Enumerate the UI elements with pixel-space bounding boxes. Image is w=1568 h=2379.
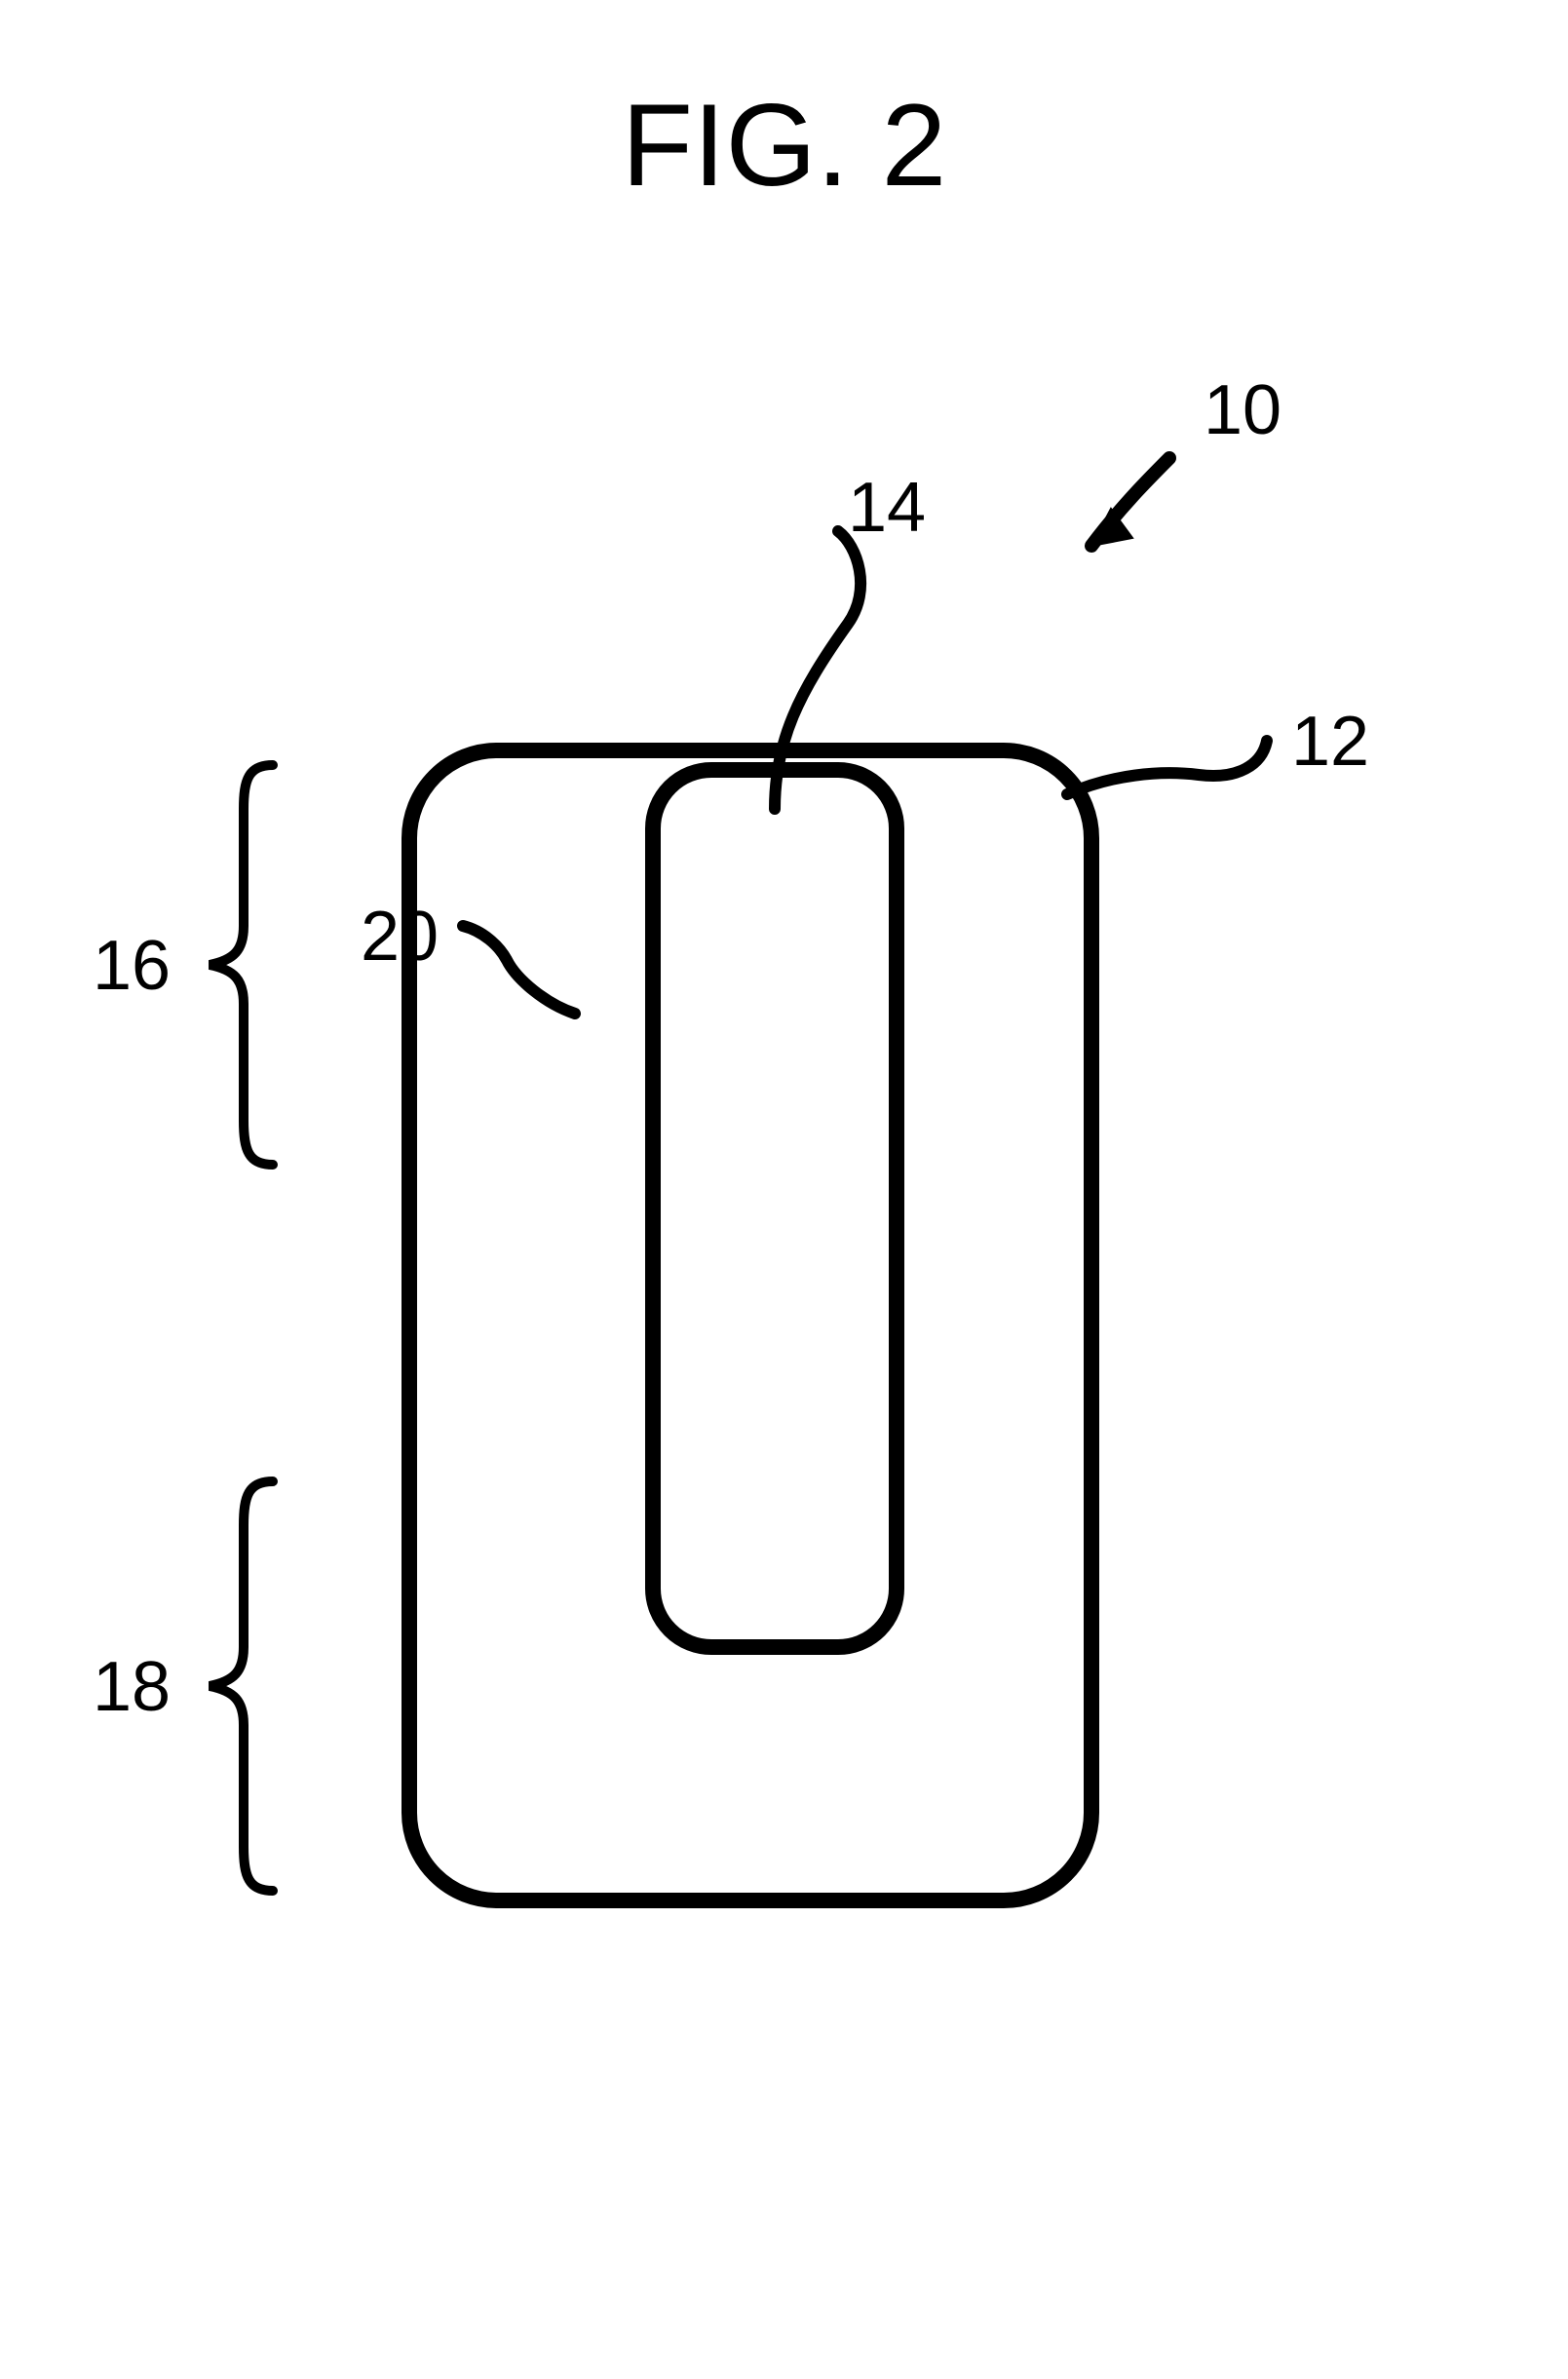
brace-16 <box>210 765 273 1165</box>
lead-line-12 <box>1067 741 1267 794</box>
figure-svg <box>0 0 1568 2379</box>
label-16: 16 <box>93 926 171 1006</box>
inner-slot <box>653 770 897 1647</box>
label-20: 20 <box>361 897 439 977</box>
label-18: 18 <box>93 1647 171 1727</box>
label-14: 14 <box>848 468 926 548</box>
label-10: 10 <box>1204 370 1281 450</box>
label-12: 12 <box>1291 702 1369 782</box>
lead-line-20 <box>463 926 575 1014</box>
brace-18 <box>210 1481 273 1891</box>
outer-body <box>409 750 1091 1900</box>
figure-page: FIG. 2 10 14 12 20 16 18 <box>0 0 1568 2379</box>
